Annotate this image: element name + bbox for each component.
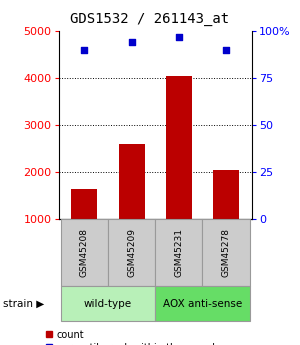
Text: GSM45209: GSM45209 — [127, 228, 136, 277]
Bar — [108, 219, 155, 286]
Bar — [213, 170, 239, 219]
Text: GDS1532 / 261143_at: GDS1532 / 261143_at — [70, 12, 230, 26]
Text: wild-type: wild-type — [84, 299, 132, 308]
Point — [176, 34, 181, 39]
Text: AOX anti-sense: AOX anti-sense — [163, 299, 242, 308]
Bar — [119, 144, 145, 219]
Text: GSM45208: GSM45208 — [80, 228, 89, 277]
Text: strain ▶: strain ▶ — [3, 299, 44, 308]
Bar — [61, 219, 108, 286]
Point — [129, 40, 134, 45]
Point — [224, 47, 228, 53]
Bar — [71, 188, 98, 219]
Bar — [166, 76, 192, 219]
Text: GSM45231: GSM45231 — [174, 228, 183, 277]
Bar — [61, 286, 155, 321]
Bar — [155, 286, 250, 321]
Bar — [202, 219, 250, 286]
Legend: count, percentile rank within the sample: count, percentile rank within the sample — [41, 326, 225, 345]
Text: GSM45278: GSM45278 — [221, 228, 230, 277]
Bar — [155, 219, 202, 286]
Point — [82, 47, 87, 53]
